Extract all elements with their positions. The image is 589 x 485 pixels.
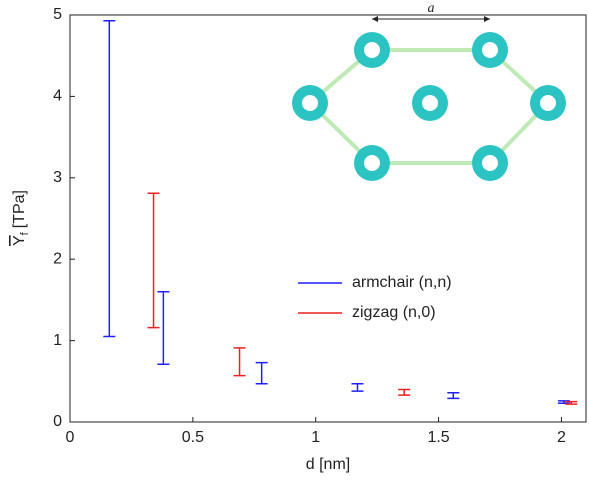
- y-tick-label: 3: [53, 169, 62, 186]
- y-label-symbol: Y: [11, 235, 28, 246]
- x-tick-label: 1.5: [427, 429, 449, 446]
- x-tick-label: 0.5: [182, 429, 204, 446]
- legend-label: zigzag (n,0): [352, 304, 436, 321]
- x-axis-label: d [nm]: [306, 456, 350, 473]
- x-tick-label: 2: [557, 429, 566, 446]
- y-tick-label: 0: [53, 413, 62, 430]
- x-tick-label: 1: [311, 429, 320, 446]
- y-tick-label: 2: [53, 250, 62, 267]
- x-tick-label: 0: [66, 429, 75, 446]
- range-bar: [157, 291, 170, 365]
- y-tick-label: 1: [53, 332, 62, 349]
- y-axis-label: Yf [TPa]: [11, 190, 31, 246]
- range-bar: [447, 391, 460, 400]
- range-bar: [398, 388, 411, 396]
- y-tick-label: 5: [53, 6, 62, 23]
- y-tick-label: 4: [53, 88, 62, 105]
- range-bar: [103, 19, 116, 338]
- range-bar: [147, 192, 160, 329]
- plot-frame: [69, 14, 587, 423]
- range-bar: [565, 400, 578, 405]
- y-label-subscript: f: [19, 231, 31, 235]
- range-bar: [233, 347, 246, 377]
- range-bar: [255, 361, 268, 385]
- range-bar: [557, 400, 570, 405]
- inset-diagram: [292, 16, 566, 181]
- legend-label: armchair (n,n): [352, 274, 452, 291]
- inset-label: a: [428, 1, 435, 16]
- y-label-unit: [TPa]: [11, 190, 28, 228]
- range-bar: [351, 382, 364, 392]
